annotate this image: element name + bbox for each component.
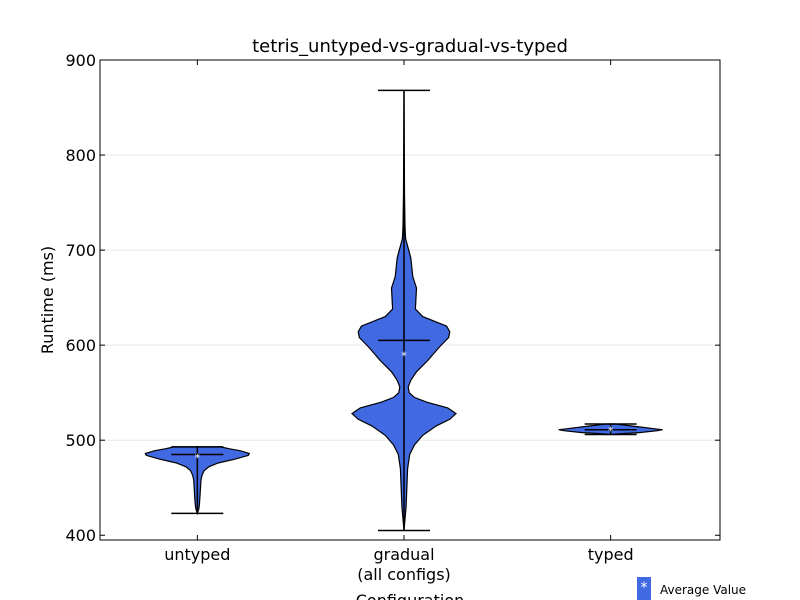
plot-frame xyxy=(99,59,721,541)
y-tick-label: 400 xyxy=(65,526,96,545)
mean-marker: * xyxy=(195,451,201,464)
y-axis-label: Runtime (ms) xyxy=(38,246,57,354)
violins: * * * xyxy=(144,89,663,532)
y-tick-label: 500 xyxy=(65,431,96,450)
legend-swatch xyxy=(637,577,651,600)
chart-title: tetris_untyped-vs-gradual-vs-typed xyxy=(252,36,568,57)
y-tick-label: 700 xyxy=(65,241,96,260)
x-tick-label: typed xyxy=(588,545,634,564)
legend-label: Average Value xyxy=(660,583,746,597)
x-tick-label: untyped xyxy=(164,545,230,564)
x-axis-label: Configuration xyxy=(356,591,465,600)
y-tick-label: 600 xyxy=(65,336,96,355)
legend: * Average Value xyxy=(637,577,746,600)
y-axis: 400 500 600 700 800 900 xyxy=(65,51,720,545)
y-tick-label: 900 xyxy=(65,51,96,70)
x-axis: untyped gradual(all configs) typed xyxy=(164,60,634,584)
mean-marker: * xyxy=(401,350,407,363)
legend-marker: * xyxy=(641,580,648,596)
x-tick-label: (all configs) xyxy=(357,565,451,584)
x-tick-label: gradual xyxy=(373,545,434,564)
y-tick-label: 800 xyxy=(65,146,96,165)
mean-marker: * xyxy=(608,425,614,438)
